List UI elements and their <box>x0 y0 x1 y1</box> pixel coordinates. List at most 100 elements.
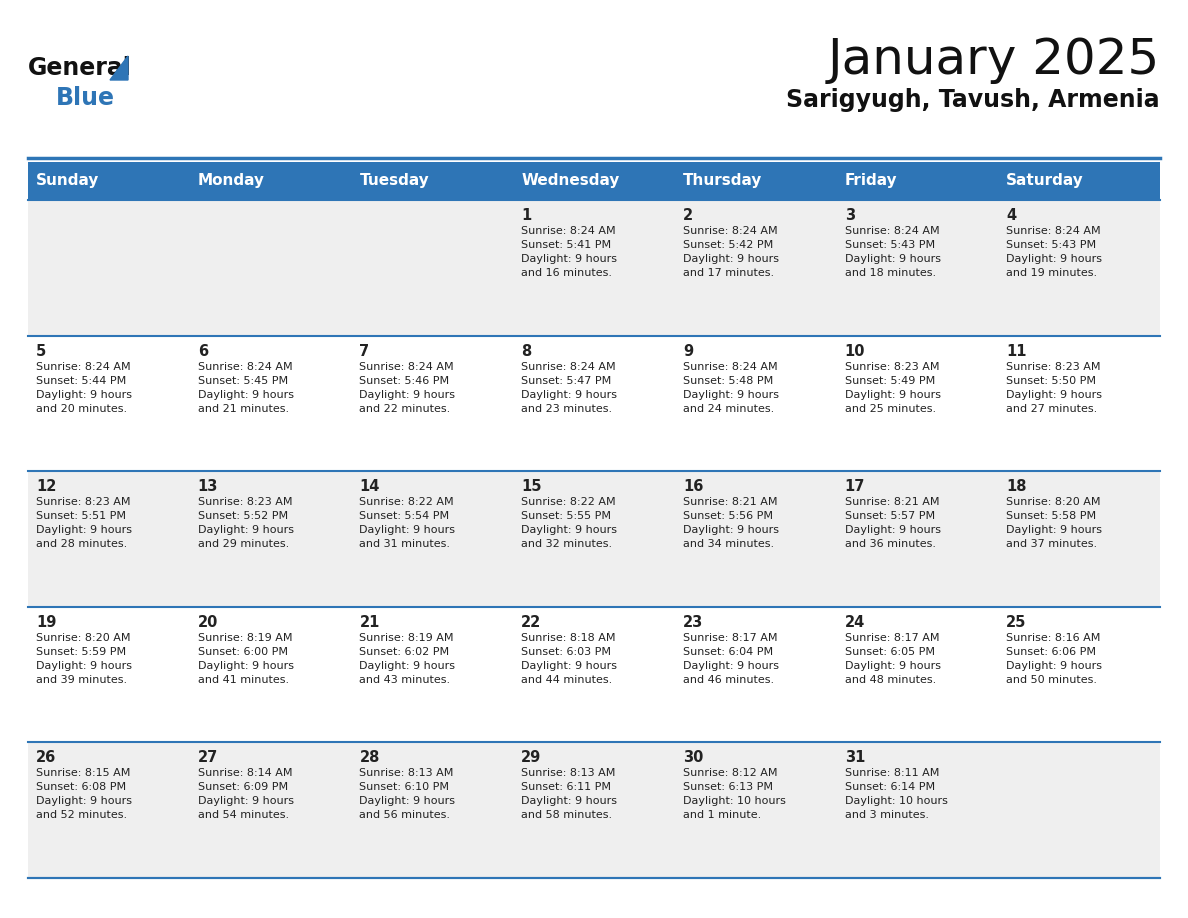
Bar <box>675 471 836 607</box>
Text: Sunrise: 8:19 AM
Sunset: 6:00 PM
Daylight: 9 hours
and 41 minutes.: Sunrise: 8:19 AM Sunset: 6:00 PM Dayligh… <box>197 633 293 685</box>
Text: 22: 22 <box>522 615 542 630</box>
Text: 2: 2 <box>683 208 693 223</box>
Text: Sunrise: 8:24 AM
Sunset: 5:46 PM
Daylight: 9 hours
and 22 minutes.: Sunrise: 8:24 AM Sunset: 5:46 PM Dayligh… <box>360 362 455 414</box>
Text: Sunrise: 8:17 AM
Sunset: 6:04 PM
Daylight: 9 hours
and 46 minutes.: Sunrise: 8:17 AM Sunset: 6:04 PM Dayligh… <box>683 633 779 685</box>
Text: Sarigyugh, Tavush, Armenia: Sarigyugh, Tavush, Armenia <box>786 88 1159 112</box>
Bar <box>352 743 513 878</box>
Text: 9: 9 <box>683 343 693 359</box>
Polygon shape <box>110 56 128 80</box>
Bar <box>513 200 675 336</box>
Text: Sunrise: 8:22 AM
Sunset: 5:55 PM
Daylight: 9 hours
and 32 minutes.: Sunrise: 8:22 AM Sunset: 5:55 PM Dayligh… <box>522 498 617 549</box>
Text: 24: 24 <box>845 615 865 630</box>
Bar <box>836 200 998 336</box>
Text: Wednesday: Wednesday <box>522 174 619 188</box>
Text: Sunrise: 8:24 AM
Sunset: 5:43 PM
Daylight: 9 hours
and 18 minutes.: Sunrise: 8:24 AM Sunset: 5:43 PM Dayligh… <box>845 226 941 278</box>
Text: 25: 25 <box>1006 615 1026 630</box>
Text: Monday: Monday <box>197 174 265 188</box>
Text: Sunrise: 8:13 AM
Sunset: 6:11 PM
Daylight: 9 hours
and 58 minutes.: Sunrise: 8:13 AM Sunset: 6:11 PM Dayligh… <box>522 768 617 821</box>
Text: Sunrise: 8:16 AM
Sunset: 6:06 PM
Daylight: 9 hours
and 50 minutes.: Sunrise: 8:16 AM Sunset: 6:06 PM Dayligh… <box>1006 633 1102 685</box>
Text: Sunrise: 8:24 AM
Sunset: 5:44 PM
Daylight: 9 hours
and 20 minutes.: Sunrise: 8:24 AM Sunset: 5:44 PM Dayligh… <box>36 362 132 414</box>
Text: 6: 6 <box>197 343 208 359</box>
Text: Sunrise: 8:23 AM
Sunset: 5:51 PM
Daylight: 9 hours
and 28 minutes.: Sunrise: 8:23 AM Sunset: 5:51 PM Dayligh… <box>36 498 132 549</box>
Bar <box>190 743 352 878</box>
Text: 28: 28 <box>360 750 380 766</box>
Bar <box>836 336 998 471</box>
Bar <box>675 336 836 471</box>
Bar <box>998 743 1159 878</box>
Bar <box>836 471 998 607</box>
Text: 4: 4 <box>1006 208 1017 223</box>
Text: Sunrise: 8:19 AM
Sunset: 6:02 PM
Daylight: 9 hours
and 43 minutes.: Sunrise: 8:19 AM Sunset: 6:02 PM Dayligh… <box>360 633 455 685</box>
Text: Sunrise: 8:20 AM
Sunset: 5:58 PM
Daylight: 9 hours
and 37 minutes.: Sunrise: 8:20 AM Sunset: 5:58 PM Dayligh… <box>1006 498 1102 549</box>
Text: 5: 5 <box>36 343 46 359</box>
Bar <box>29 743 190 878</box>
Text: Sunrise: 8:21 AM
Sunset: 5:56 PM
Daylight: 9 hours
and 34 minutes.: Sunrise: 8:21 AM Sunset: 5:56 PM Dayligh… <box>683 498 779 549</box>
Text: 20: 20 <box>197 615 219 630</box>
Text: 29: 29 <box>522 750 542 766</box>
Bar <box>29 336 190 471</box>
Text: 16: 16 <box>683 479 703 494</box>
Text: Sunrise: 8:14 AM
Sunset: 6:09 PM
Daylight: 9 hours
and 54 minutes.: Sunrise: 8:14 AM Sunset: 6:09 PM Dayligh… <box>197 768 293 821</box>
Text: 31: 31 <box>845 750 865 766</box>
Text: 21: 21 <box>360 615 380 630</box>
Text: 13: 13 <box>197 479 219 494</box>
Text: 3: 3 <box>845 208 854 223</box>
Text: January 2025: January 2025 <box>828 36 1159 84</box>
Text: Sunrise: 8:13 AM
Sunset: 6:10 PM
Daylight: 9 hours
and 56 minutes.: Sunrise: 8:13 AM Sunset: 6:10 PM Dayligh… <box>360 768 455 821</box>
Bar <box>998 200 1159 336</box>
Text: Saturday: Saturday <box>1006 174 1083 188</box>
Bar <box>29 200 190 336</box>
Text: Sunrise: 8:22 AM
Sunset: 5:54 PM
Daylight: 9 hours
and 31 minutes.: Sunrise: 8:22 AM Sunset: 5:54 PM Dayligh… <box>360 498 455 549</box>
Bar <box>513 743 675 878</box>
Bar <box>513 607 675 743</box>
Bar <box>352 471 513 607</box>
Text: Tuesday: Tuesday <box>360 174 429 188</box>
Bar <box>29 471 190 607</box>
Text: Sunrise: 8:24 AM
Sunset: 5:42 PM
Daylight: 9 hours
and 17 minutes.: Sunrise: 8:24 AM Sunset: 5:42 PM Dayligh… <box>683 226 779 278</box>
Bar <box>352 200 513 336</box>
Text: 11: 11 <box>1006 343 1026 359</box>
Text: Friday: Friday <box>845 174 897 188</box>
Bar <box>352 607 513 743</box>
Text: 14: 14 <box>360 479 380 494</box>
Text: 18: 18 <box>1006 479 1026 494</box>
Text: Thursday: Thursday <box>683 174 763 188</box>
Text: 12: 12 <box>36 479 56 494</box>
Text: 27: 27 <box>197 750 217 766</box>
Text: Sunrise: 8:17 AM
Sunset: 6:05 PM
Daylight: 9 hours
and 48 minutes.: Sunrise: 8:17 AM Sunset: 6:05 PM Dayligh… <box>845 633 941 685</box>
Text: General: General <box>29 56 132 80</box>
Bar <box>998 336 1159 471</box>
Text: Sunday: Sunday <box>36 174 100 188</box>
Text: Sunrise: 8:18 AM
Sunset: 6:03 PM
Daylight: 9 hours
and 44 minutes.: Sunrise: 8:18 AM Sunset: 6:03 PM Dayligh… <box>522 633 617 685</box>
Text: Sunrise: 8:24 AM
Sunset: 5:47 PM
Daylight: 9 hours
and 23 minutes.: Sunrise: 8:24 AM Sunset: 5:47 PM Dayligh… <box>522 362 617 414</box>
Bar <box>190 471 352 607</box>
Text: Sunrise: 8:12 AM
Sunset: 6:13 PM
Daylight: 10 hours
and 1 minute.: Sunrise: 8:12 AM Sunset: 6:13 PM Dayligh… <box>683 768 785 821</box>
Bar <box>190 336 352 471</box>
Text: 15: 15 <box>522 479 542 494</box>
Text: Sunrise: 8:21 AM
Sunset: 5:57 PM
Daylight: 9 hours
and 36 minutes.: Sunrise: 8:21 AM Sunset: 5:57 PM Dayligh… <box>845 498 941 549</box>
Text: Sunrise: 8:23 AM
Sunset: 5:50 PM
Daylight: 9 hours
and 27 minutes.: Sunrise: 8:23 AM Sunset: 5:50 PM Dayligh… <box>1006 362 1102 414</box>
Text: Sunrise: 8:24 AM
Sunset: 5:41 PM
Daylight: 9 hours
and 16 minutes.: Sunrise: 8:24 AM Sunset: 5:41 PM Dayligh… <box>522 226 617 278</box>
Text: 17: 17 <box>845 479 865 494</box>
Bar <box>675 607 836 743</box>
Bar <box>352 336 513 471</box>
Text: 10: 10 <box>845 343 865 359</box>
Bar <box>29 607 190 743</box>
Text: 19: 19 <box>36 615 56 630</box>
Bar <box>836 743 998 878</box>
Text: Blue: Blue <box>56 86 115 110</box>
Text: 23: 23 <box>683 615 703 630</box>
Text: Sunrise: 8:15 AM
Sunset: 6:08 PM
Daylight: 9 hours
and 52 minutes.: Sunrise: 8:15 AM Sunset: 6:08 PM Dayligh… <box>36 768 132 821</box>
Bar <box>675 743 836 878</box>
Text: 30: 30 <box>683 750 703 766</box>
Bar <box>513 336 675 471</box>
Bar <box>998 607 1159 743</box>
Text: Sunrise: 8:23 AM
Sunset: 5:52 PM
Daylight: 9 hours
and 29 minutes.: Sunrise: 8:23 AM Sunset: 5:52 PM Dayligh… <box>197 498 293 549</box>
Text: Sunrise: 8:11 AM
Sunset: 6:14 PM
Daylight: 10 hours
and 3 minutes.: Sunrise: 8:11 AM Sunset: 6:14 PM Dayligh… <box>845 768 948 821</box>
Text: 7: 7 <box>360 343 369 359</box>
Bar <box>190 607 352 743</box>
Text: 26: 26 <box>36 750 56 766</box>
Bar <box>836 607 998 743</box>
Text: Sunrise: 8:24 AM
Sunset: 5:45 PM
Daylight: 9 hours
and 21 minutes.: Sunrise: 8:24 AM Sunset: 5:45 PM Dayligh… <box>197 362 293 414</box>
Bar <box>998 471 1159 607</box>
